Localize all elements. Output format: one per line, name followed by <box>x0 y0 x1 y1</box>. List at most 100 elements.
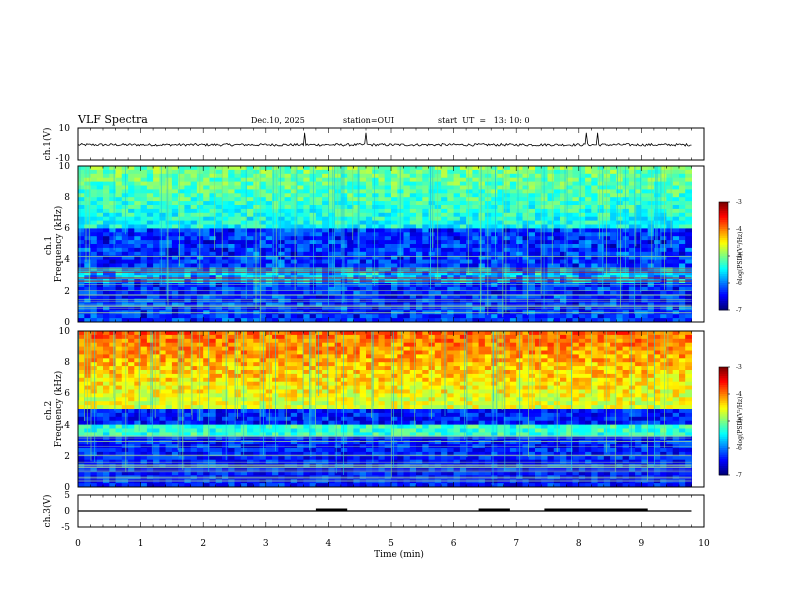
spectrogram-cell <box>428 251 436 257</box>
spectrogram-cell <box>516 259 523 264</box>
spectrogram-cell <box>372 228 379 233</box>
spectrogram-cell <box>209 424 217 429</box>
spectrogram-cell <box>203 228 210 233</box>
spectrogram-cell <box>528 228 536 233</box>
spectrogram-cell <box>128 212 135 218</box>
spectrogram-cell <box>434 259 442 264</box>
spectrogram-cell <box>78 286 85 292</box>
spectrogram-cell <box>253 314 261 319</box>
spectrogram-cell <box>628 244 636 249</box>
spectrogram-cell <box>103 205 110 210</box>
spectrogram-cell <box>366 220 373 225</box>
spectrogram-cell <box>178 220 185 225</box>
spectrogram-cell <box>372 240 379 245</box>
spectrogram-cell <box>535 201 542 206</box>
spectrogram-cell <box>328 302 336 307</box>
spectrogram-cell <box>140 247 148 253</box>
spectrogram-cell <box>660 181 667 186</box>
spectrogram-cell <box>466 224 473 229</box>
spectrogram-cell <box>215 271 223 276</box>
spectrogram-cell <box>509 201 517 206</box>
spectrogram-cell <box>146 455 154 461</box>
spectrogram-cell <box>228 255 235 261</box>
spectrogram-cell <box>560 193 567 198</box>
spectrogram-cell <box>165 405 173 410</box>
spectrogram-cell <box>209 208 217 214</box>
spectrogram-cell <box>146 346 154 351</box>
spectrogram-cell <box>660 212 667 218</box>
spectrogram-cell <box>610 232 617 237</box>
spectrogram-cell <box>115 283 123 288</box>
spectrogram-cell <box>134 451 142 457</box>
spectrogram-cell <box>184 232 192 237</box>
spectrogram-cell <box>516 166 523 171</box>
spectrogram-cell <box>679 185 686 190</box>
spectrogram-cell <box>140 354 148 359</box>
spectrogram-cell <box>522 314 530 319</box>
spectrogram-cell <box>328 228 336 233</box>
spectrogram-cell <box>516 169 523 175</box>
spectrogram-cell <box>428 189 436 194</box>
spectrogram-cell <box>96 197 104 202</box>
spectrogram-cell <box>653 314 661 319</box>
spectrogram-cell <box>466 216 473 222</box>
spectrogram-cell <box>128 236 135 241</box>
spectrogram-cell <box>190 286 198 292</box>
spectrogram-cell <box>297 259 304 264</box>
spectrogram-cell <box>679 208 686 214</box>
spectrogram-cell <box>391 247 398 253</box>
spectrogram-cell <box>497 286 505 292</box>
spectrogram-cell <box>647 236 655 241</box>
spectrogram-cell <box>171 247 179 253</box>
spectrogram-cell <box>535 279 542 284</box>
spectrogram-cell <box>647 318 655 323</box>
spectrogram-cell <box>616 205 624 210</box>
spectrogram-cell <box>497 232 505 237</box>
spectrogram-cell <box>409 232 417 237</box>
spectrogram-cell <box>171 471 179 476</box>
spectrogram-cell <box>272 298 279 303</box>
spectrogram-cell <box>184 366 192 371</box>
spectrogram-cell <box>284 189 292 194</box>
spectrogram-cell <box>215 185 223 190</box>
spectrogram-cell <box>610 193 617 198</box>
spectrogram-cell <box>96 424 104 429</box>
spectrogram-cell <box>240 290 248 296</box>
spectrogram-cell <box>472 236 480 241</box>
spectrogram-cell <box>146 271 154 276</box>
spectrogram-cell <box>234 267 242 272</box>
spectrogram-cell <box>84 318 92 323</box>
spectrogram-cell <box>278 318 286 323</box>
spectrogram-cell <box>447 201 455 206</box>
spectrogram-cell <box>578 205 586 210</box>
spectrogram-cell <box>378 173 386 179</box>
spectrogram-cell <box>84 451 92 457</box>
spectrogram-cell <box>547 302 555 307</box>
spectrogram-cell <box>184 271 192 276</box>
spectrogram-cell <box>90 263 98 268</box>
spectrogram-cell <box>90 401 98 406</box>
spectrogram-cell <box>209 244 217 249</box>
spectrogram-cell <box>140 401 148 406</box>
spectrogram-cell <box>228 298 235 303</box>
spectrogram-cell <box>547 251 555 257</box>
spectrogram-cell <box>203 455 210 461</box>
spectrogram-cell <box>109 314 117 319</box>
spectrogram-cell <box>672 208 680 214</box>
spectrogram-cell <box>134 448 142 453</box>
spectrogram-cell <box>322 189 329 194</box>
spectrogram-cell <box>196 331 204 336</box>
spectrogram-cell <box>96 212 104 218</box>
spectrogram-cell <box>247 189 254 194</box>
spectrogram-cell <box>153 240 160 245</box>
spectrogram-cell <box>403 259 411 264</box>
spectrogram-cell <box>566 220 574 225</box>
spectrogram-cell <box>203 286 210 292</box>
spectrogram-cell <box>679 271 686 276</box>
spectrogram-cell <box>259 290 267 296</box>
colorbar-step <box>719 296 728 300</box>
spectrogram-cell <box>328 166 336 171</box>
spectrogram-cell <box>253 185 261 190</box>
spectrogram-cell <box>90 193 98 198</box>
spectrogram-cell <box>541 283 548 288</box>
